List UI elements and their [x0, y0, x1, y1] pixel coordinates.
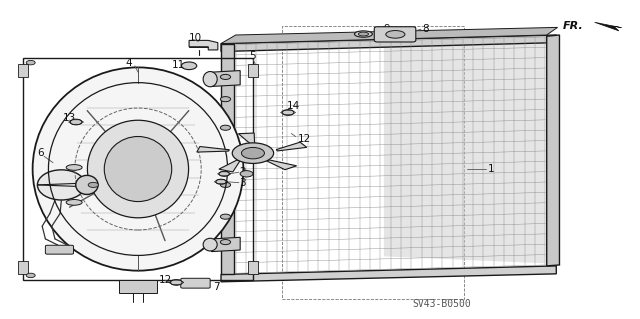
Polygon shape: [211, 70, 240, 86]
Text: 14: 14: [287, 100, 300, 110]
Bar: [18, 261, 28, 274]
Polygon shape: [211, 237, 240, 252]
Circle shape: [282, 110, 294, 115]
Circle shape: [26, 273, 35, 278]
Polygon shape: [595, 22, 621, 31]
Circle shape: [232, 143, 274, 163]
Circle shape: [181, 62, 196, 70]
Circle shape: [220, 74, 230, 79]
Circle shape: [240, 171, 253, 177]
Text: 4: 4: [125, 58, 132, 68]
Ellipse shape: [66, 165, 82, 170]
Text: 3: 3: [239, 178, 246, 188]
Circle shape: [26, 60, 35, 65]
Text: 5: 5: [250, 51, 256, 61]
Text: 8: 8: [422, 24, 429, 34]
Polygon shape: [221, 27, 557, 44]
Ellipse shape: [33, 67, 243, 271]
Circle shape: [241, 147, 264, 159]
Text: 7: 7: [212, 282, 220, 292]
Polygon shape: [276, 142, 307, 151]
FancyBboxPatch shape: [180, 278, 210, 288]
Circle shape: [219, 171, 229, 176]
Circle shape: [88, 182, 99, 188]
Text: 13: 13: [63, 113, 77, 122]
Polygon shape: [547, 35, 559, 266]
Ellipse shape: [203, 71, 217, 87]
Ellipse shape: [37, 170, 85, 200]
Polygon shape: [221, 35, 556, 51]
Circle shape: [220, 182, 230, 188]
Circle shape: [70, 119, 82, 125]
Text: FR.: FR.: [563, 21, 584, 31]
Circle shape: [171, 279, 182, 285]
Circle shape: [220, 240, 230, 245]
Polygon shape: [266, 160, 296, 170]
Bar: [282, 26, 464, 299]
Text: 10: 10: [189, 33, 202, 43]
Circle shape: [220, 125, 230, 130]
Polygon shape: [221, 266, 556, 282]
Circle shape: [216, 179, 226, 184]
Polygon shape: [219, 160, 240, 172]
Ellipse shape: [358, 32, 369, 36]
FancyBboxPatch shape: [374, 27, 416, 42]
Polygon shape: [197, 146, 230, 152]
Ellipse shape: [88, 120, 189, 218]
Ellipse shape: [386, 31, 405, 38]
Ellipse shape: [355, 31, 372, 37]
Text: 1: 1: [487, 164, 494, 174]
Text: 9: 9: [384, 24, 390, 34]
Circle shape: [220, 97, 230, 102]
Text: 2: 2: [239, 167, 246, 177]
FancyBboxPatch shape: [45, 245, 74, 254]
Polygon shape: [384, 39, 545, 263]
Text: 12: 12: [159, 275, 172, 285]
Circle shape: [220, 214, 230, 219]
Bar: [18, 64, 28, 77]
Bar: [248, 64, 258, 77]
Text: SV43-B0500: SV43-B0500: [413, 299, 471, 309]
Polygon shape: [189, 41, 218, 50]
Ellipse shape: [203, 238, 217, 251]
Polygon shape: [221, 44, 234, 274]
Polygon shape: [119, 280, 157, 293]
Text: 6: 6: [37, 148, 44, 158]
Text: 12: 12: [298, 134, 311, 144]
Ellipse shape: [76, 175, 98, 195]
Polygon shape: [239, 133, 255, 144]
Ellipse shape: [66, 199, 82, 205]
Bar: [248, 261, 258, 274]
Text: 11: 11: [172, 60, 185, 70]
Ellipse shape: [104, 137, 172, 202]
